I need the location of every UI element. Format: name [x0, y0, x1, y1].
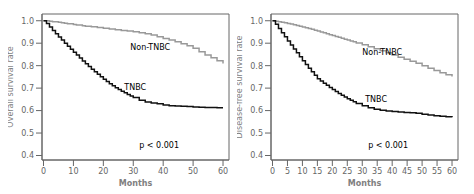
svg-text:60: 60: [218, 167, 228, 176]
svg-text:0.6: 0.6: [250, 106, 263, 115]
svg-text:0: 0: [41, 167, 46, 176]
svg-text:Overall survival rate: Overall survival rate: [8, 46, 15, 127]
svg-text:5: 5: [285, 167, 290, 176]
svg-text:45: 45: [402, 167, 412, 176]
svg-text:30: 30: [128, 167, 138, 176]
svg-text:0.7: 0.7: [21, 84, 34, 93]
svg-text:0.5: 0.5: [250, 129, 263, 138]
svg-text:10: 10: [68, 167, 78, 176]
svg-text:p < 0.001: p < 0.001: [368, 141, 408, 150]
svg-text:25: 25: [342, 167, 352, 176]
svg-text:Months: Months: [119, 179, 153, 186]
svg-text:40: 40: [387, 167, 397, 176]
svg-text:20: 20: [98, 167, 108, 176]
svg-text:Months: Months: [348, 179, 382, 186]
svg-text:60: 60: [447, 167, 457, 176]
svg-text:55: 55: [432, 167, 442, 176]
svg-text:1.0: 1.0: [250, 17, 263, 26]
svg-text:0.8: 0.8: [250, 62, 263, 71]
svg-text:1.0: 1.0: [21, 17, 34, 26]
svg-text:0.9: 0.9: [21, 39, 34, 48]
svg-text:Non-TNBC: Non-TNBC: [130, 43, 170, 52]
svg-text:Non-TNBC: Non-TNBC: [362, 48, 402, 57]
svg-text:50: 50: [188, 167, 198, 176]
svg-text:0.4: 0.4: [250, 151, 263, 160]
svg-text:20: 20: [327, 167, 337, 176]
svg-text:50: 50: [417, 167, 427, 176]
svg-text:0.4: 0.4: [21, 151, 34, 160]
svg-text:0.7: 0.7: [250, 84, 263, 93]
svg-text:TNBC: TNBC: [123, 83, 146, 92]
svg-text:TNBC: TNBC: [364, 95, 387, 104]
svg-text:40: 40: [158, 167, 168, 176]
svg-text:0.6: 0.6: [21, 106, 34, 115]
svg-text:35: 35: [372, 167, 382, 176]
svg-text:Disease-free survival rate: Disease-free survival rate: [237, 36, 244, 139]
svg-text:0.5: 0.5: [21, 129, 34, 138]
svg-text:p < 0.001: p < 0.001: [139, 141, 179, 150]
svg-text:10: 10: [297, 167, 307, 176]
svg-text:15: 15: [312, 167, 322, 176]
svg-text:0: 0: [270, 167, 275, 176]
svg-text:0.9: 0.9: [250, 39, 263, 48]
svg-text:0.8: 0.8: [21, 62, 34, 71]
svg-text:30: 30: [357, 167, 367, 176]
